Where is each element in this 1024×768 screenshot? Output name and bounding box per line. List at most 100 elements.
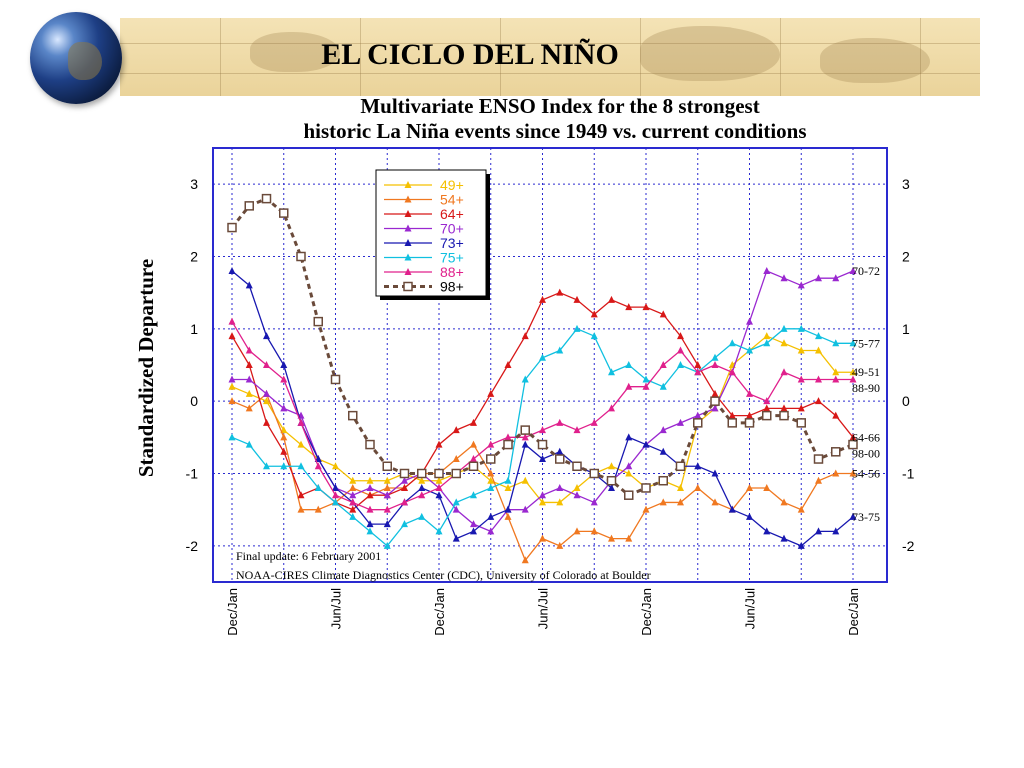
data-point [675, 461, 686, 472]
legend-marker [404, 239, 412, 246]
data-point [849, 339, 857, 347]
data-point [556, 541, 564, 549]
data-point [832, 375, 840, 383]
data-point [711, 353, 719, 361]
data-point [313, 316, 323, 327]
data-point [452, 498, 460, 506]
legend-marker [404, 268, 412, 275]
data-point [263, 397, 270, 405]
data-point [228, 266, 236, 274]
data-point [332, 483, 339, 491]
data-point [521, 375, 529, 383]
data-point [797, 505, 805, 513]
data-point [763, 397, 771, 405]
series-98 [227, 193, 858, 500]
data-point [746, 317, 753, 325]
data-point [573, 295, 581, 303]
data-point [746, 411, 753, 419]
data-point [832, 411, 840, 419]
data-point [366, 520, 374, 528]
data-point [659, 426, 667, 434]
data-point [539, 353, 546, 361]
data-point [280, 404, 288, 412]
data-point [245, 375, 253, 383]
data-point [813, 454, 824, 464]
y-tick-label-right: -2 [902, 538, 915, 554]
data-point [435, 476, 443, 484]
data-point [659, 498, 667, 506]
end-label: 64-66 [852, 430, 880, 444]
y-ticks-right: -2 -1 0 1 2 3 [902, 176, 915, 554]
data-point [815, 527, 822, 535]
data-point [245, 389, 253, 397]
data-point [401, 520, 408, 528]
legend-marker [404, 181, 412, 188]
data-point [487, 476, 495, 484]
y-tick-label-right: 0 [902, 393, 910, 409]
data-point [711, 469, 719, 477]
data-point [763, 404, 771, 412]
data-point [521, 440, 529, 448]
data-point [244, 201, 254, 211]
data-point [349, 491, 357, 499]
y-tick-label-right: 2 [902, 249, 910, 265]
data-point [434, 468, 444, 479]
data-point [797, 281, 805, 289]
x-tick-label: Jun/Jul [536, 588, 551, 629]
data-point [763, 339, 771, 347]
data-point [728, 411, 736, 419]
x-ticks: Dec/Jan Jun/Jul Dec/Jan Jun/Jul Dec/Jan Jun/J… [225, 588, 861, 636]
data-point [556, 498, 564, 506]
data-point [521, 476, 529, 484]
y-axis-label: Standardized Departure [134, 259, 158, 477]
title-banner [120, 18, 980, 96]
data-point [468, 461, 479, 472]
data-point [366, 527, 374, 535]
legend-entry: 88+ [384, 264, 464, 280]
y-tick-label: 3 [190, 176, 198, 192]
end-label: 88-90 [852, 381, 880, 395]
y-tick-label: 2 [190, 249, 198, 265]
source-note: NOAA-CIRES Climate Diagnostics Center (C… [236, 568, 651, 582]
data-point [314, 483, 322, 491]
data-point [642, 440, 650, 448]
data-point [228, 317, 236, 325]
y-tick-label: -2 [186, 538, 199, 554]
data-point [797, 541, 805, 549]
data-point [848, 439, 858, 450]
data-point [504, 433, 512, 441]
x-tick-label: Dec/Jan [639, 588, 654, 636]
data-point [383, 520, 391, 528]
legend-label: 54+ [440, 192, 464, 208]
data-point [280, 462, 288, 470]
data-point [625, 534, 633, 542]
final-update-note: Final update: 6 February 2001 [236, 549, 381, 563]
data-point [280, 361, 288, 368]
data-point [383, 483, 391, 491]
x-tick-label: Dec/Jan [846, 588, 861, 636]
data-point [349, 505, 357, 513]
data-point [349, 512, 357, 520]
data-point [470, 418, 477, 426]
data-point [746, 389, 753, 397]
data-point [797, 404, 805, 412]
data-point [815, 346, 822, 354]
data-point [728, 339, 736, 347]
data-point [487, 527, 495, 535]
series-73 [228, 266, 857, 549]
data-point [797, 324, 805, 332]
data-point [694, 368, 702, 376]
data-point [573, 426, 581, 434]
data-point [314, 505, 322, 513]
data-point [228, 397, 236, 405]
legend-entry: 73+ [384, 235, 464, 251]
data-point [556, 418, 564, 426]
data-point [296, 251, 306, 262]
data-point [401, 483, 408, 491]
data-point [245, 361, 253, 368]
data-point [780, 368, 788, 376]
data-point [263, 361, 270, 368]
data-point [677, 346, 684, 354]
legend-label: 75+ [440, 250, 464, 266]
data-point [849, 375, 857, 383]
